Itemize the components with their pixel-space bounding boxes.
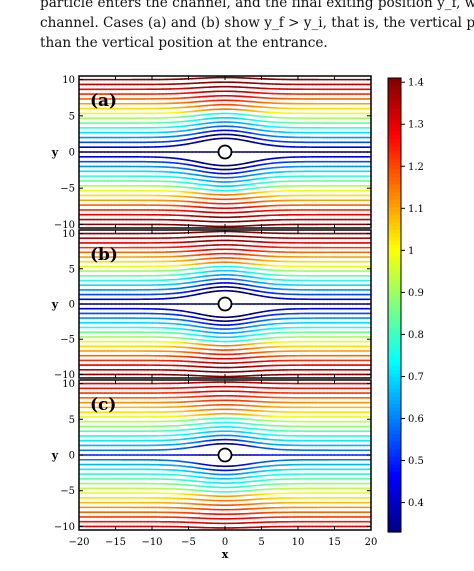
y-tick-label: 5 <box>69 111 75 122</box>
streamlines-panel-1 <box>79 76 371 228</box>
streamlines-panel-2 <box>79 230 371 378</box>
obstacle-circle <box>217 144 233 160</box>
figure-caption: particle enters the channel, and the fin… <box>40 0 474 53</box>
panel-1: −10 −5 0 5 10 y (a) <box>51 75 372 231</box>
caption-line-1: particle enters the channel, and the fin… <box>40 0 474 11</box>
caption-line-2: channel. Cases (a) and (b) show y_f > y_… <box>40 15 474 31</box>
panel-label: (a) <box>90 91 117 111</box>
y-axis-label: y <box>51 146 59 159</box>
caption-line-3: than the vertical position at the entran… <box>40 35 328 51</box>
y-tick-label: −5 <box>60 184 75 195</box>
y-tick-label: −10 <box>54 220 75 231</box>
y-tick-label: 0 <box>69 148 75 159</box>
y-tick-label: 10 <box>62 75 75 86</box>
